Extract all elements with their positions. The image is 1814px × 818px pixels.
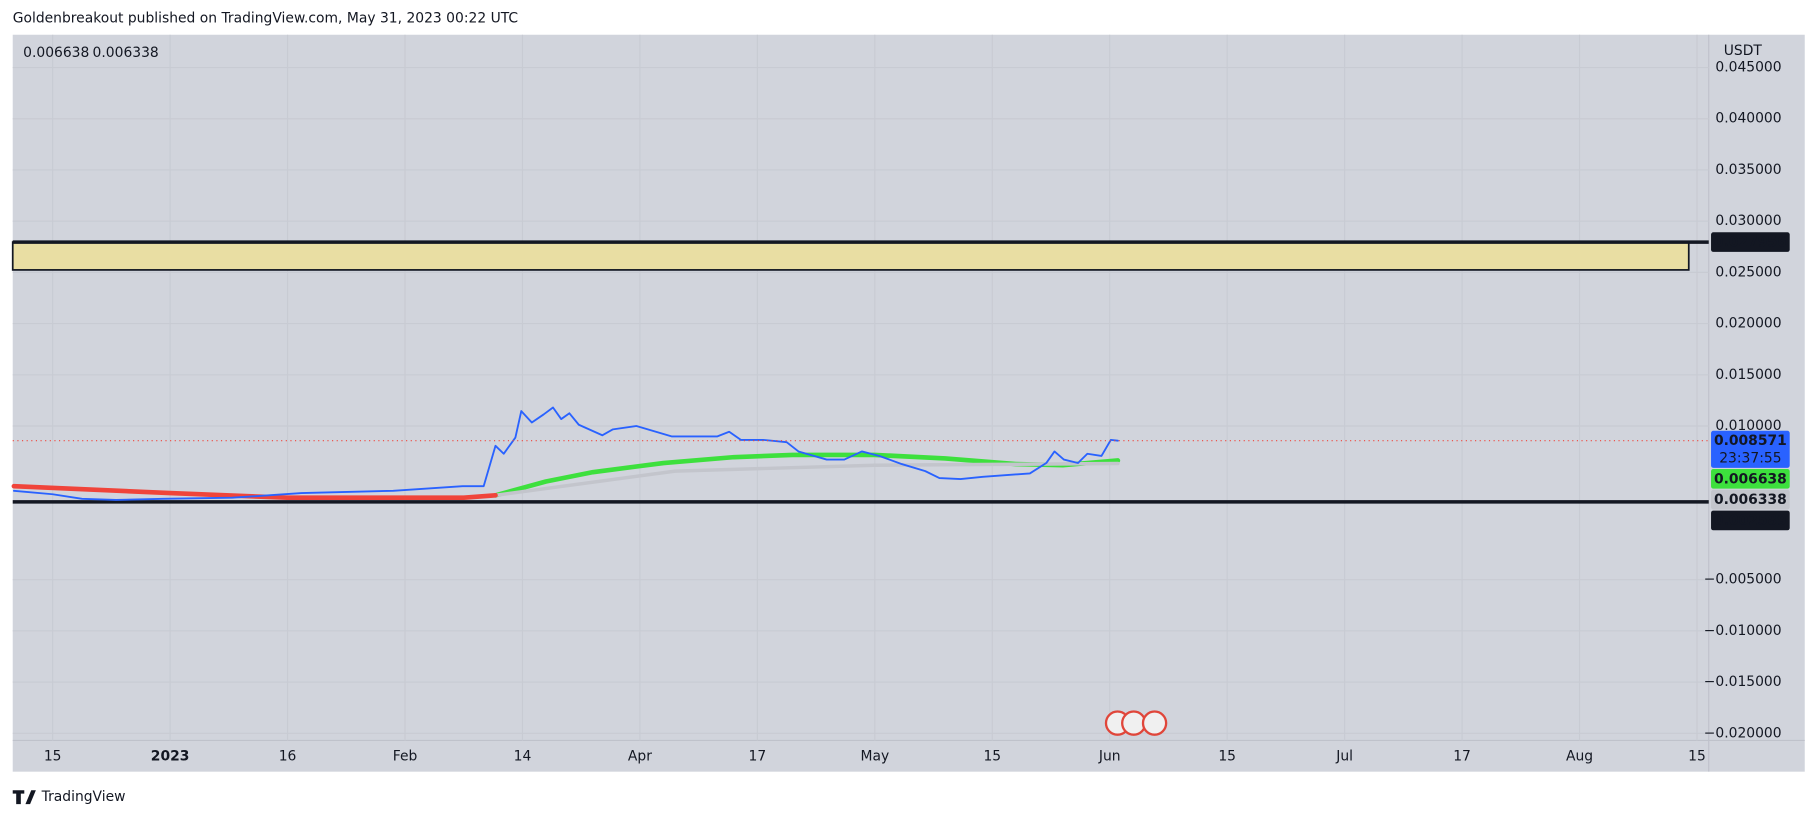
y-tick-label: 0.025000 bbox=[1715, 264, 1781, 280]
brand-logo bbox=[12, 790, 36, 805]
series-line bbox=[12, 406, 1119, 501]
countdown-label: 23:37:55 bbox=[1719, 451, 1781, 467]
y-tick-label: 0.030000 bbox=[1715, 213, 1781, 229]
price-label: 0.008571 bbox=[1714, 433, 1787, 449]
chart-background bbox=[12, 34, 1805, 772]
x-tick-label: 15 bbox=[44, 749, 62, 765]
x-tick-label: 16 bbox=[279, 749, 297, 765]
price-label: 0.006638 bbox=[1714, 471, 1787, 487]
price-label: 0.027956 bbox=[1714, 235, 1787, 251]
target-zone bbox=[11, 241, 1690, 271]
y-tick-label: −0.005000 bbox=[1704, 572, 1782, 588]
price-label: 0.006338 bbox=[1714, 492, 1787, 508]
plot bbox=[11, 34, 1709, 741]
price-label-box bbox=[1711, 468, 1790, 489]
y-tick-label: 0.035000 bbox=[1715, 162, 1781, 178]
y-tick-label: 0.010000 bbox=[1715, 418, 1781, 434]
y-tick-label: −0.010000 bbox=[1704, 623, 1782, 639]
currency-label: USDT bbox=[1724, 43, 1763, 59]
x-tick-label: Aug bbox=[1566, 749, 1593, 765]
event-icon[interactable] bbox=[1121, 710, 1147, 736]
y-tick-label: 0.040000 bbox=[1715, 111, 1781, 127]
price-label-box bbox=[1711, 510, 1790, 531]
x-tick-label: 14 bbox=[514, 749, 532, 765]
x-tick-label: May bbox=[860, 749, 889, 765]
brand-name: TradingView bbox=[41, 789, 126, 805]
event-icons[interactable] bbox=[1104, 710, 1168, 736]
y-tick-label: −0.015000 bbox=[1704, 674, 1782, 690]
x-tick-label: 15 bbox=[1218, 749, 1236, 765]
y-tick-label: 0.015000 bbox=[1715, 367, 1781, 383]
y-tick-label: −0.020000 bbox=[1704, 725, 1782, 741]
price-label-box bbox=[1711, 232, 1790, 252]
x-tick-label: 2023 bbox=[151, 749, 190, 765]
event-icon[interactable] bbox=[1141, 710, 1168, 736]
x-tick-label: 17 bbox=[749, 749, 767, 765]
x-tick-label: 15 bbox=[983, 749, 1001, 765]
publish-header: Goldenbreakout published on TradingView.… bbox=[13, 11, 518, 27]
y-tick-label: 0.045000 bbox=[1715, 60, 1781, 76]
x-tick-label: 17 bbox=[1453, 749, 1471, 765]
price-label-box bbox=[1711, 430, 1790, 468]
x-tick-label: Apr bbox=[628, 749, 652, 765]
x-tick-label: 15 bbox=[1688, 749, 1706, 765]
x-tick-label: Jul bbox=[1335, 749, 1353, 765]
legend-value: 0.006338 bbox=[93, 45, 159, 61]
series-line bbox=[493, 461, 1120, 498]
price-label-box bbox=[1711, 489, 1790, 510]
y-tick-label: 0.020000 bbox=[1715, 316, 1781, 332]
legend-value: 0.006638 bbox=[23, 45, 89, 61]
x-tick-label: Feb bbox=[393, 749, 418, 765]
series-line bbox=[11, 483, 498, 501]
price-label: 0.002589 bbox=[1714, 513, 1787, 529]
x-tick-label: Jun bbox=[1098, 749, 1121, 765]
